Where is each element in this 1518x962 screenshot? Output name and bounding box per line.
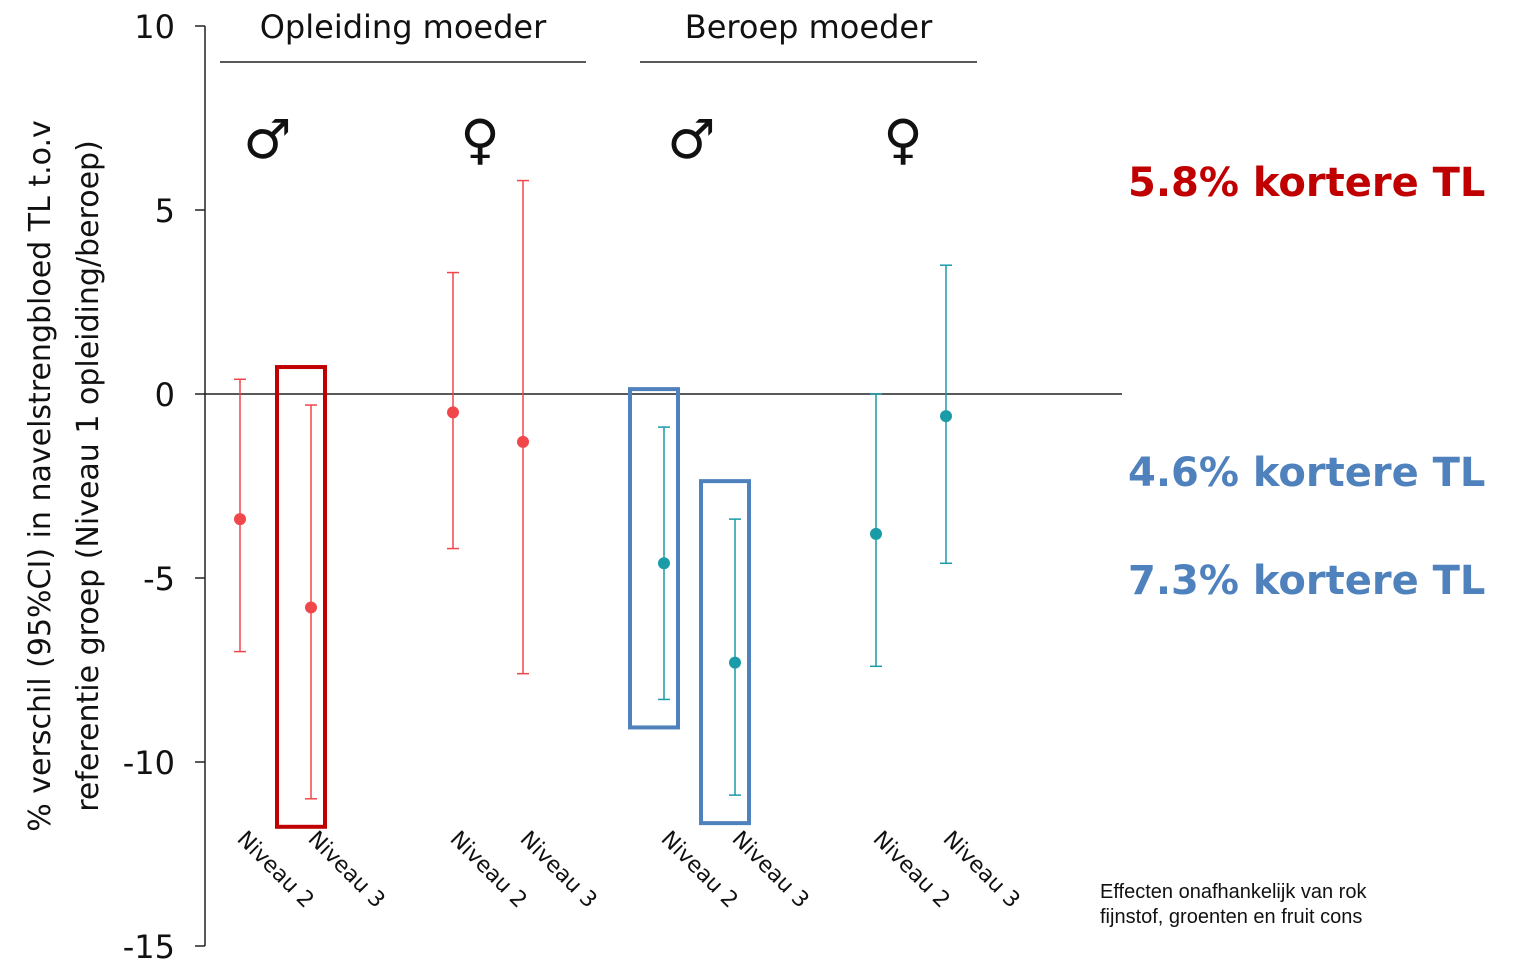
error-bars	[234, 179, 952, 800]
sex-symbol-0-1: ♀	[460, 108, 500, 171]
group-header-0: Opleiding moeder	[260, 8, 547, 46]
group-header-1: Beroep moeder	[685, 8, 933, 46]
footnote-line-2: fijnstof, groenten en fruit cons	[1100, 906, 1363, 928]
sex-symbol-1-1: ♀	[883, 108, 923, 171]
y-axis-label-line-2: referentie groep (Niveau 1 opleiding/ber…	[71, 140, 106, 812]
callout-beroep-niveau3: 7.3% kortere TL	[1128, 558, 1486, 604]
footnote-line-1: Effecten onafhankelijk van rok	[1100, 881, 1367, 903]
y-tick-label-5: -15	[123, 928, 175, 962]
y-axis-label: % verschil (95%CI) in navelstrengbloed T…	[23, 120, 106, 832]
x-tick-label-4: Niveau 2	[656, 827, 743, 914]
point-estimate-0	[234, 513, 246, 526]
axes: 10 5 0 -5 -10 -15	[123, 8, 1122, 962]
callout-opleiding-niveau3: 5.8% kortere TL	[1128, 160, 1486, 206]
x-tick-label-1: Niveau 3	[303, 827, 390, 914]
point-estimate-1	[305, 601, 317, 614]
callout-beroep-niveau2: 4.6% kortere TL	[1128, 450, 1486, 496]
x-tick-label-7: Niveau 3	[938, 827, 1025, 914]
point-estimate-3	[517, 435, 529, 448]
y-tick-label-4: -10	[123, 744, 175, 782]
highlight-boxes	[275, 365, 751, 829]
highlight-box-4	[628, 387, 680, 730]
footnote: Effecten onafhankelijk van rok fijnstof,…	[1100, 880, 1518, 930]
y-tick-label-3: -5	[143, 560, 175, 598]
sex-symbol-0-0: ♂	[243, 108, 291, 171]
y-axis-label-line-1: % verschil (95%CI) in navelstrengbloed T…	[23, 120, 58, 832]
point-estimate-4	[658, 557, 670, 570]
sex-symbol-1-0: ♂	[667, 108, 715, 171]
highlight-box-5	[699, 479, 751, 826]
point-estimate-7	[940, 410, 952, 423]
group-headers: Opleiding moeder ♂ ♀ Beroep moeder ♂ ♀	[220, 8, 977, 171]
point-estimate-5	[729, 656, 741, 669]
y-tick-label-1: 5	[155, 192, 175, 230]
y-tick-label-0: 10	[134, 8, 175, 46]
x-tick-label-5: Niveau 3	[727, 827, 814, 914]
point-estimate-2	[447, 406, 459, 419]
point-estimate-6	[870, 527, 882, 540]
y-tick-label-2: 0	[155, 376, 175, 414]
x-tick-label-0: Niveau 2	[232, 827, 319, 914]
x-tick-label-3: Niveau 3	[515, 827, 602, 914]
highlight-box-1	[275, 365, 327, 829]
